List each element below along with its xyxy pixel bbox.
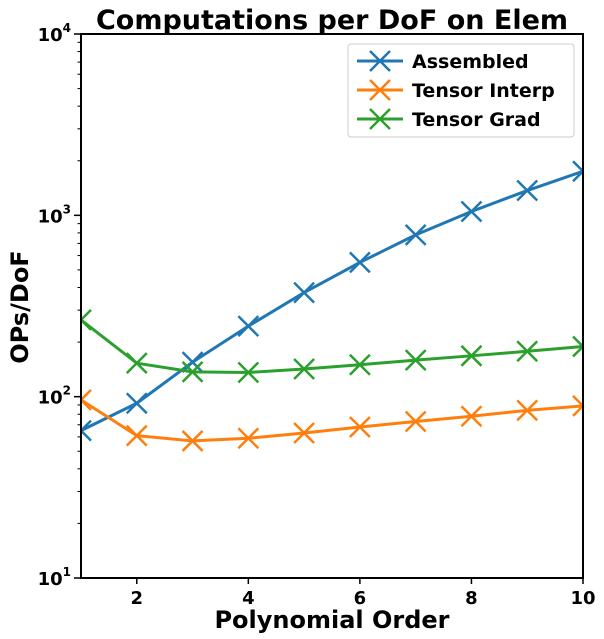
legend-label: Tensor Interp [412, 80, 555, 102]
legend-box [347, 43, 575, 138]
data-point [404, 224, 427, 246]
axes-layer: 2 4 6 8 10 101 102 103 104 [38, 21, 596, 609]
data-point [404, 410, 427, 433]
series-2 [81, 309, 583, 384]
y-tick-label: 102 [38, 384, 71, 409]
data-point [181, 430, 204, 452]
data-point [237, 427, 260, 450]
series-line [81, 398, 583, 443]
y-tick-label: 101 [38, 565, 71, 590]
data-point [460, 200, 483, 223]
series-0 [81, 160, 583, 442]
data-point [125, 352, 148, 375]
legend-marker [369, 79, 391, 101]
x-tick-label: 2 [131, 588, 144, 609]
x-axis-label: Polynomial Order [214, 606, 449, 634]
legend-marker [369, 108, 391, 130]
legend-item: Tensor Grad [357, 108, 541, 131]
x-tick-label: 6 [354, 588, 367, 609]
data-point [81, 309, 92, 331]
data-point [81, 388, 92, 411]
data-point [293, 422, 315, 444]
data-point [181, 351, 204, 374]
legend-item: Tensor Interp [357, 79, 555, 102]
data-point [349, 251, 371, 274]
data-point [404, 349, 427, 372]
data-point [572, 394, 583, 417]
data-point [125, 392, 148, 415]
data-point [181, 360, 204, 383]
chart-title: Computations per DoF on Elem [96, 5, 568, 36]
data-point [349, 416, 371, 438]
x-tick-label: 8 [465, 588, 478, 609]
data-point [460, 344, 483, 367]
data-point [237, 361, 260, 384]
data-point [572, 335, 583, 358]
data-point [293, 358, 315, 380]
data-point [237, 315, 260, 337]
series-line [81, 169, 583, 432]
y-tick-label: 103 [38, 202, 71, 227]
data-point [293, 281, 315, 304]
y-tick-label: 104 [38, 21, 71, 46]
data-point [572, 160, 583, 183]
legend-label: Tensor Grad [412, 109, 541, 131]
data-point [81, 419, 92, 442]
legend-item: Assembled [357, 50, 529, 73]
data-point [460, 405, 483, 428]
data-point [516, 179, 539, 202]
x-tick-label: 10 [570, 588, 595, 609]
series-1 [81, 388, 583, 452]
data-point [349, 353, 371, 376]
y-axis-label: OPs/DoF [6, 250, 34, 363]
data-point [516, 340, 539, 363]
data-point [125, 424, 148, 447]
legend-label: Assembled [412, 51, 529, 73]
data-point [516, 399, 539, 422]
x-tick-label: 4 [242, 588, 255, 609]
series-line [81, 318, 583, 374]
plot-frame [80, 33, 584, 579]
series-layer [81, 160, 583, 452]
legend-marker [369, 50, 391, 72]
legend: Assembled Tensor Interp Tensor Grad [347, 43, 575, 138]
